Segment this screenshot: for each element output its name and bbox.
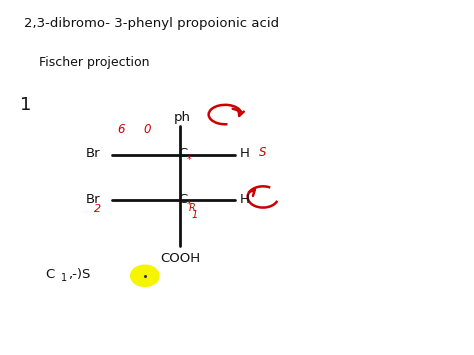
Text: C: C (178, 147, 187, 160)
Text: 1: 1 (61, 273, 67, 283)
Text: *: * (186, 155, 191, 165)
Text: 2: 2 (94, 204, 101, 214)
Text: Br: Br (85, 193, 100, 206)
Text: H: H (240, 147, 250, 160)
Text: ,-)S: ,-)S (68, 268, 91, 281)
Text: Fischer projection: Fischer projection (38, 55, 149, 69)
Text: H: H (240, 193, 250, 206)
Text: Br: Br (85, 147, 100, 160)
Text: C: C (46, 268, 55, 281)
Text: S: S (259, 146, 267, 159)
Text: 2,3-dibromo- 3-phenyl propoionic acid: 2,3-dibromo- 3-phenyl propoionic acid (24, 17, 280, 29)
Circle shape (131, 265, 159, 286)
Text: 0: 0 (144, 123, 151, 136)
Text: 6: 6 (118, 123, 125, 136)
Text: R: R (189, 203, 195, 213)
Text: 1: 1 (19, 96, 31, 114)
Text: COOH: COOH (160, 252, 201, 265)
Text: C: C (178, 192, 187, 206)
Text: *: * (186, 200, 191, 210)
Text: ph: ph (174, 111, 191, 125)
Text: 1: 1 (191, 210, 198, 220)
